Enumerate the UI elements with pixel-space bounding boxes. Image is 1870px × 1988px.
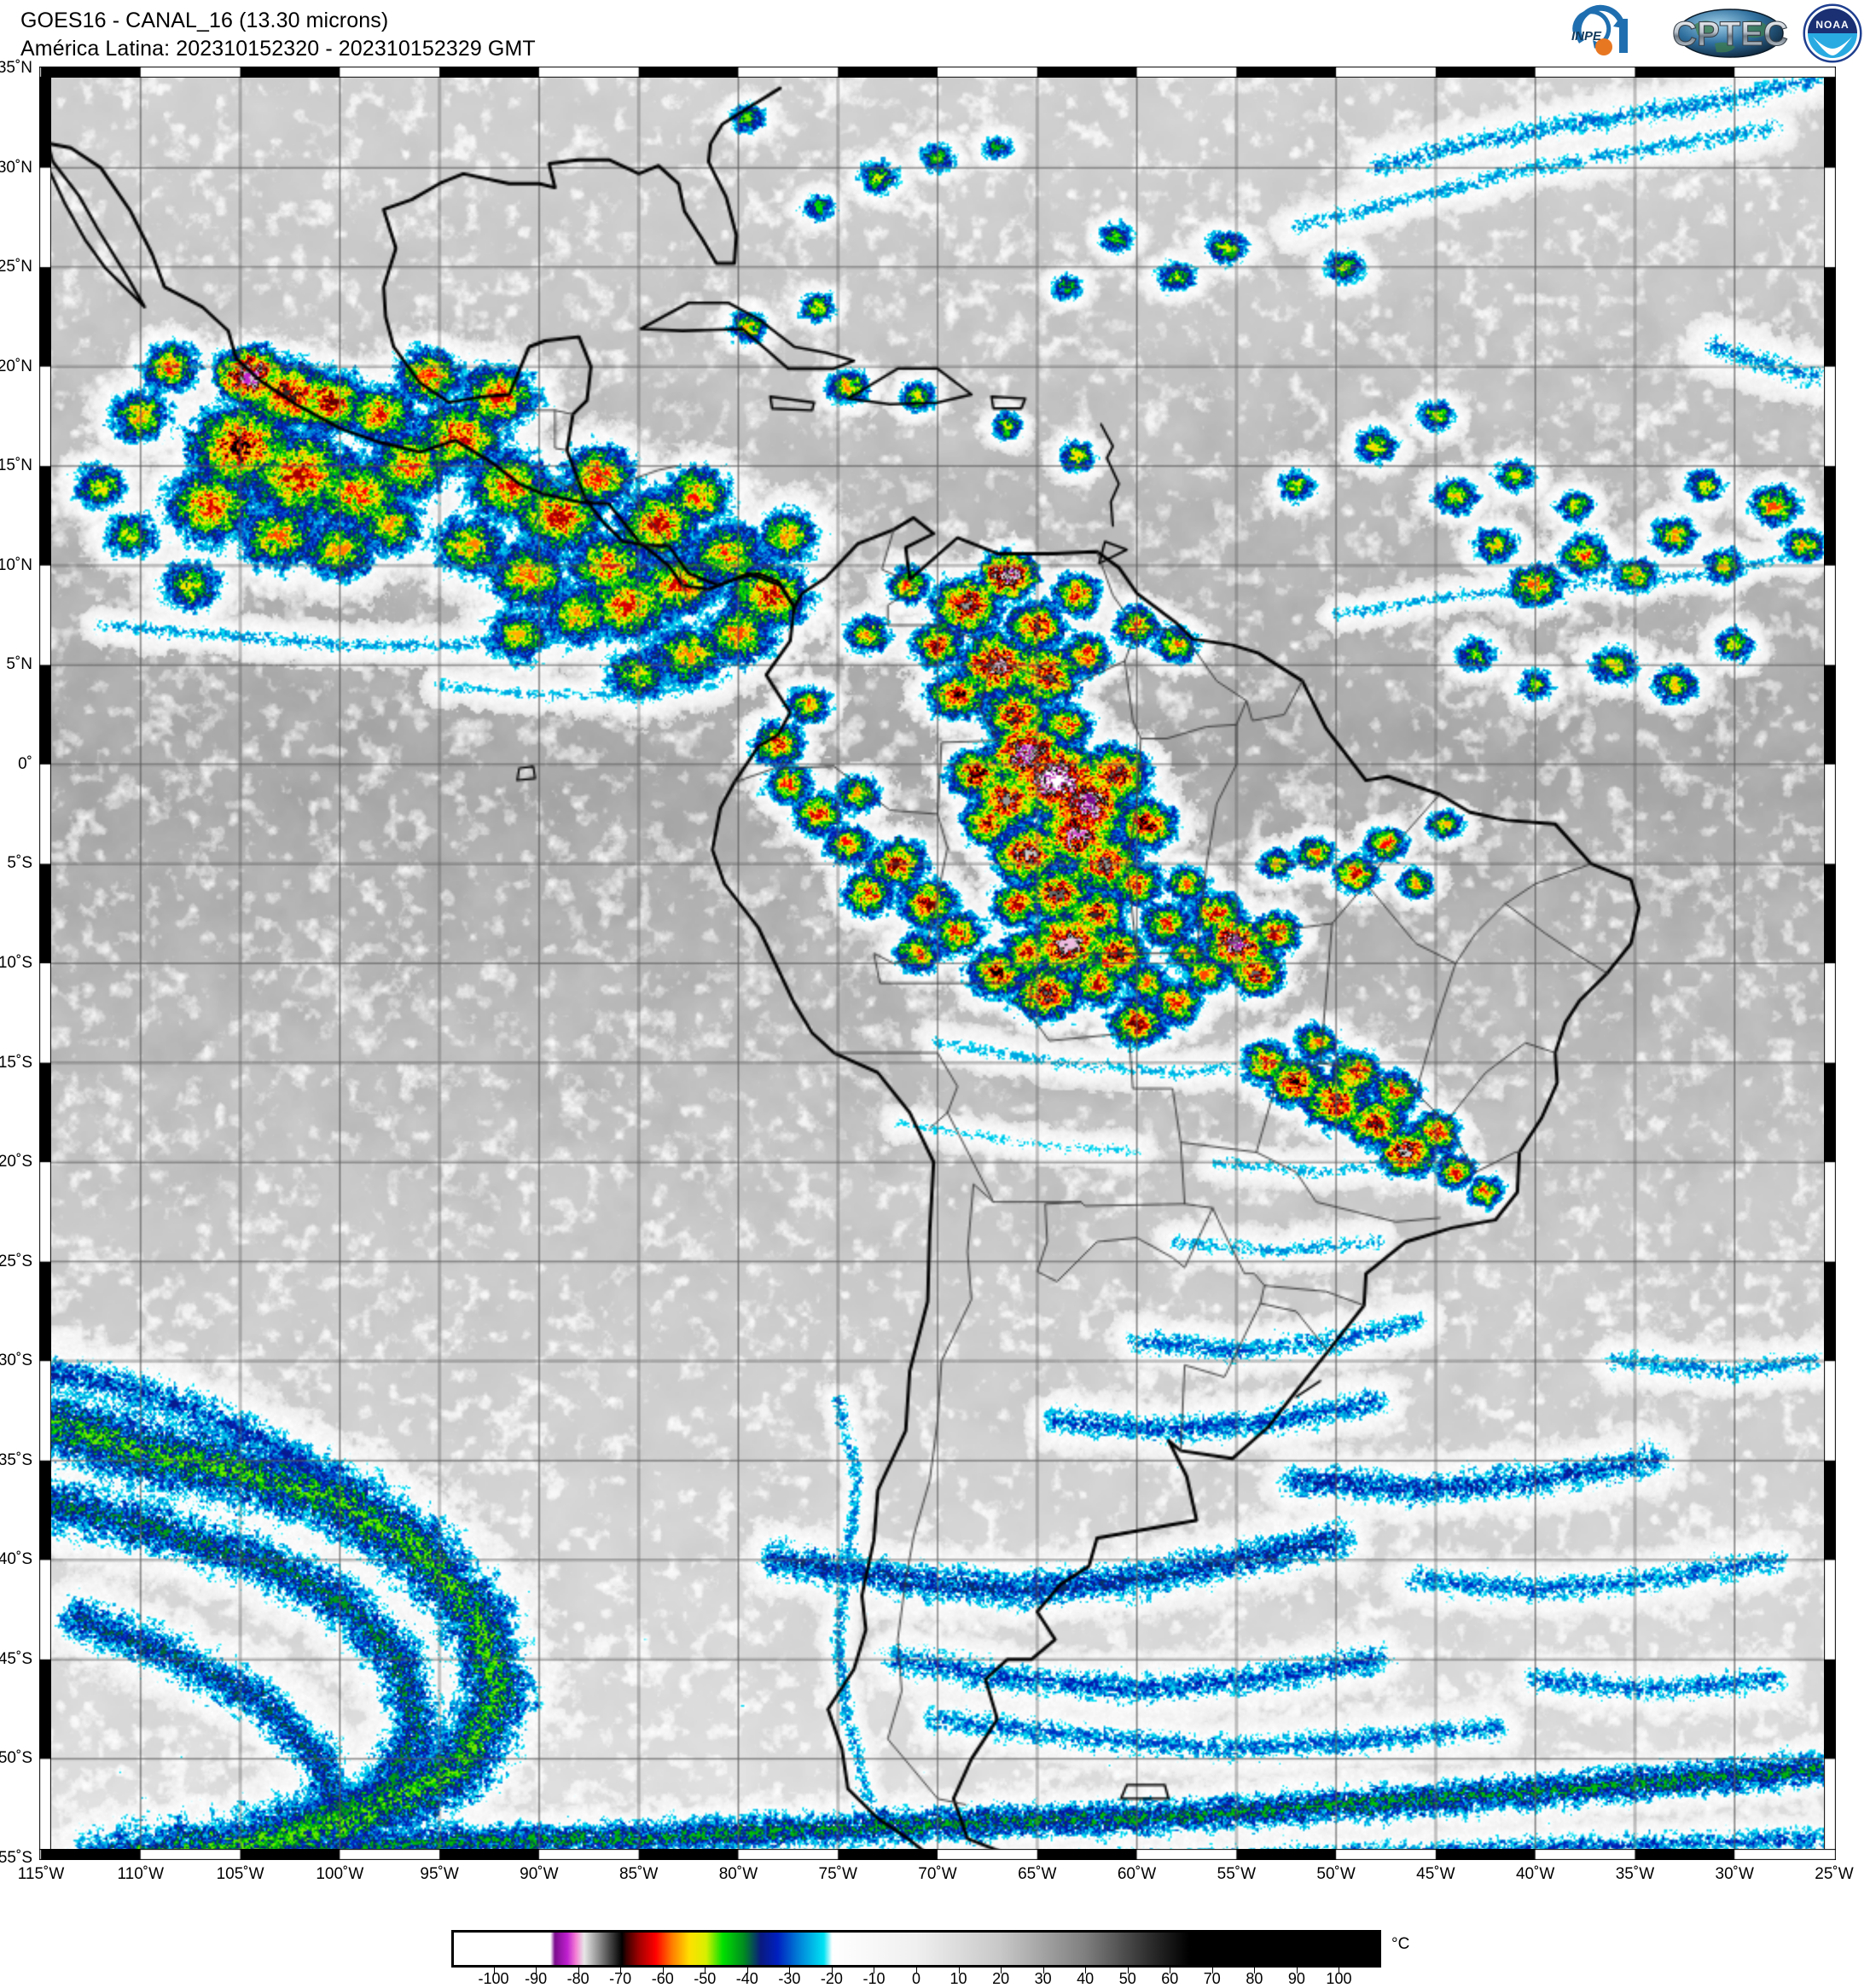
colorbar-tick xyxy=(1085,1968,1087,1973)
longitude-tick-label: 85˚W xyxy=(618,1865,659,1883)
longitude-tick-label: 65˚W xyxy=(1018,1865,1057,1883)
latitude-tick-label: 55˚S xyxy=(0,1849,32,1867)
longitude-tick-label: 110˚W xyxy=(117,1865,165,1883)
svg-text:NOAA: NOAA xyxy=(1815,19,1849,31)
colorbar-tick-label: -80 xyxy=(566,1970,589,1987)
latitude-tick-label: 0˚ xyxy=(18,754,32,773)
colorbar-tick-label: 0 xyxy=(911,1970,921,1987)
colorbar-tick xyxy=(1042,1968,1044,1973)
latitude-tick-label: 45˚S xyxy=(0,1649,32,1668)
colorbar-tick xyxy=(620,1968,622,1973)
colorbar-tick-label: -20 xyxy=(820,1970,843,1987)
latitude-tick-label: 30˚S xyxy=(0,1351,32,1370)
colorbar-tick xyxy=(662,1968,664,1973)
colorbar-tick-label: 40 xyxy=(1077,1970,1095,1987)
colorbar-tick xyxy=(493,1968,495,1973)
colorbar-tick-label: 90 xyxy=(1287,1970,1305,1987)
colorbar-tick-label: -30 xyxy=(778,1970,801,1987)
latitude-tick-label: 30˚N xyxy=(0,158,32,177)
colorbar-tick-label: 10 xyxy=(950,1970,967,1987)
latitude-tick-label: 50˚S xyxy=(0,1749,32,1768)
colorbar-tick xyxy=(831,1968,833,1973)
longitude-tick-label: 80˚W xyxy=(718,1865,758,1883)
longitude-tick-label: 25˚W xyxy=(1815,1865,1854,1883)
latitude-tick-label: 35˚N xyxy=(0,59,32,77)
longitude-tick-label: 35˚W xyxy=(1615,1865,1655,1883)
colorbar-tick-label: 80 xyxy=(1246,1970,1263,1987)
cptec-logo: CPTEC xyxy=(1672,9,1788,58)
longitude-tick-label: 100˚W xyxy=(316,1865,364,1883)
latitude-tick-label: 40˚S xyxy=(0,1550,32,1569)
satellite-imagery-canvas xyxy=(41,68,1834,1858)
title-line-2: América Latina: 202310152320 - 202310152… xyxy=(20,37,536,61)
header: GOES16 - CANAL_16 (13.30 microns) Améric… xyxy=(0,0,1870,67)
colorbar-tick xyxy=(536,1968,537,1973)
title-line-1: GOES16 - CANAL_16 (13.30 microns) xyxy=(20,9,389,32)
colorbar-tick xyxy=(916,1968,917,1973)
latitude-tick-label: 10˚N xyxy=(0,555,32,574)
title-block: GOES16 - CANAL_16 (13.30 microns) Améric… xyxy=(20,7,536,63)
colorbar-tick xyxy=(1127,1968,1129,1973)
colorbar-tick-label: -70 xyxy=(609,1970,632,1987)
longitude-tick-label: 105˚W xyxy=(216,1865,264,1883)
colorbar-gradient xyxy=(454,1933,1379,1965)
colorbar-tick-label: 30 xyxy=(1034,1970,1052,1987)
colorbar-tick xyxy=(578,1968,579,1973)
longitude-tick-label: 60˚W xyxy=(1117,1865,1157,1883)
longitude-tick-label: 50˚W xyxy=(1316,1865,1356,1883)
latitude-tick-label: 15˚S xyxy=(0,1053,32,1072)
longitude-tick-label: 70˚W xyxy=(918,1865,957,1883)
colorbar-tick-label: 100 xyxy=(1326,1970,1352,1987)
longitude-tick-label: 55˚W xyxy=(1217,1865,1257,1883)
colorbar-tick xyxy=(958,1968,960,1973)
colorbar-strip xyxy=(451,1930,1381,1968)
longitude-tick-label: 30˚W xyxy=(1715,1865,1754,1883)
map-plot-area xyxy=(39,67,1836,1860)
svg-text:CPTEC: CPTEC xyxy=(1672,15,1788,53)
longitude-tick-label: 40˚W xyxy=(1515,1865,1555,1883)
colorbar-tick-label: -60 xyxy=(651,1970,674,1987)
inpe-logo: INPE xyxy=(1571,4,1628,55)
latitude-tick-label: 25˚N xyxy=(0,258,32,276)
colorbar-tick xyxy=(1296,1968,1298,1973)
colorbar-tick-label: -50 xyxy=(694,1970,717,1987)
svg-text:INPE: INPE xyxy=(1571,29,1602,44)
latitude-tick-label: 5˚S xyxy=(7,854,32,873)
colorbar-tick xyxy=(1254,1968,1256,1973)
colorbar-tick-label: -10 xyxy=(862,1970,886,1987)
colorbar-tick-label: -90 xyxy=(525,1970,548,1987)
logo-group: INPE xyxy=(1556,2,1863,65)
colorbar-tick xyxy=(746,1968,748,1973)
longitude-tick-label: 95˚W xyxy=(420,1865,459,1883)
longitude-tick-label: 115˚W xyxy=(17,1865,65,1883)
latitude-tick-label: 15˚N xyxy=(0,456,32,475)
longitude-tick-label: 90˚W xyxy=(520,1865,559,1883)
latitude-tick-label: 5˚N xyxy=(6,655,32,674)
colorbar-tick-label: 20 xyxy=(992,1970,1010,1987)
longitude-tick-label: 75˚W xyxy=(818,1865,857,1883)
colorbar-legend: -100 -90 -80 -70 -60 -50 -40 -30 -20 -10 0 10 20 30 40… xyxy=(451,1930,1419,1987)
colorbar-unit-label: °C xyxy=(1391,1935,1410,1953)
latitude-tick-label: 25˚S xyxy=(0,1252,32,1270)
colorbar-tick xyxy=(789,1968,791,1973)
noaa-logo: NOAA xyxy=(1803,3,1862,63)
colorbar-tick-label: 50 xyxy=(1118,1970,1136,1987)
colorbar-tick-label: 70 xyxy=(1203,1970,1221,1987)
longitude-tick-label: 45˚W xyxy=(1416,1865,1455,1883)
colorbar-tick-label: 60 xyxy=(1161,1970,1179,1987)
colorbar-tick-label: -40 xyxy=(735,1970,758,1987)
latitude-tick-label: 10˚S xyxy=(0,954,32,972)
latitude-tick-label: 35˚S xyxy=(0,1450,32,1469)
colorbar-tick xyxy=(1001,1968,1002,1973)
latitude-tick-label: 20˚S xyxy=(0,1153,32,1171)
colorbar-tick xyxy=(705,1968,706,1973)
colorbar-tick-label: -100 xyxy=(478,1970,509,1987)
latitude-tick-label: 20˚N xyxy=(0,357,32,375)
colorbar-tick xyxy=(1211,1968,1213,1973)
